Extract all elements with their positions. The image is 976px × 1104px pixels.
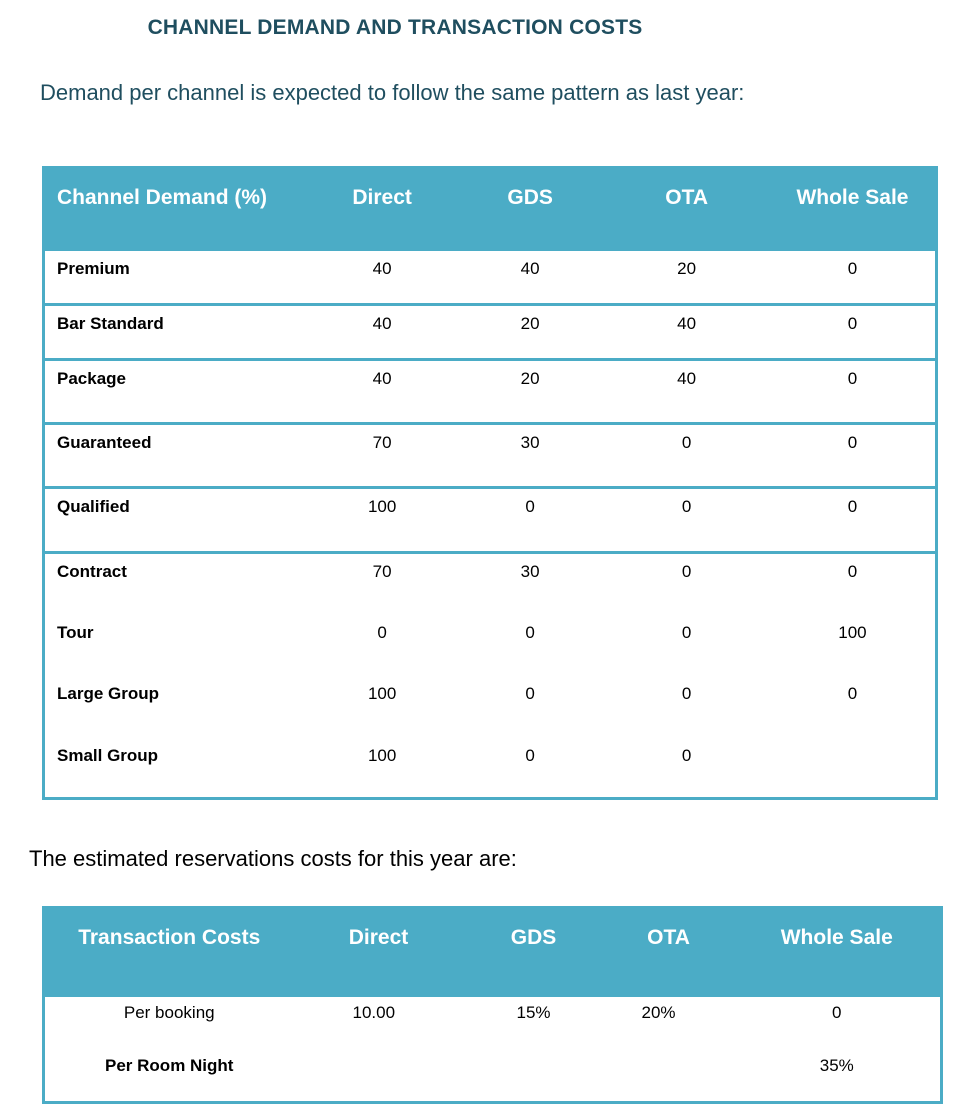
cell-direct: 70 bbox=[307, 422, 457, 488]
cell-ota: 0 bbox=[681, 745, 692, 765]
cell-whole-sale: 0 bbox=[847, 683, 858, 703]
table-row: Guaranteed 70 30 0 0 bbox=[43, 422, 937, 488]
cell-gds bbox=[464, 1050, 604, 1103]
transaction-costs-table: Transaction Costs Direct GDS OTA Whole S… bbox=[42, 906, 943, 1104]
cell-gds: 0 bbox=[456, 486, 604, 553]
table-row: Bar Standard 40 20 40 0 bbox=[43, 303, 937, 360]
row-label: Tour bbox=[57, 622, 94, 642]
cell-gds: 0 bbox=[525, 745, 535, 765]
page-title: CHANNEL DEMAND AND TRANSACTION COSTS bbox=[147, 16, 643, 39]
cell-ota: 20 bbox=[603, 248, 770, 305]
cell-direct: 70 bbox=[307, 551, 457, 615]
header-direct: Direct bbox=[293, 906, 464, 996]
cell-gds: 30 bbox=[456, 551, 604, 615]
header-gds: GDS bbox=[463, 906, 604, 996]
table-row: Per Room Night 35% bbox=[44, 1050, 942, 1103]
demand-intro-text: Demand per channel is expected to follow… bbox=[40, 80, 745, 105]
cell-ota: 0 bbox=[603, 422, 770, 488]
channel-demand-table: Channel Demand (%) Direct GDS OTA Whole … bbox=[42, 166, 938, 800]
cell-direct: 10.00 bbox=[293, 994, 464, 1050]
row-label: Per Room Night bbox=[105, 1056, 234, 1075]
cell-ota: 40 bbox=[603, 303, 770, 360]
cell-ota: 0 bbox=[681, 683, 692, 703]
cell-whole-sale: 0 bbox=[769, 358, 937, 424]
cell-direct: 100 bbox=[307, 486, 457, 553]
row-label: Per booking bbox=[43, 994, 294, 1050]
cell-gds: 30 bbox=[456, 422, 604, 488]
cell-whole-sale: 0 bbox=[769, 551, 937, 615]
cell-direct: 40 bbox=[307, 303, 457, 360]
header-whole-sale: Whole Sale bbox=[769, 166, 937, 250]
cell-whole-sale: 0 bbox=[769, 303, 937, 360]
cell-ota: 0 bbox=[681, 622, 692, 642]
cell-whole-sale bbox=[770, 738, 937, 799]
cell-direct: 0 bbox=[377, 622, 387, 642]
cell-ota: 40 bbox=[603, 358, 770, 424]
row-label: Guaranteed bbox=[43, 422, 308, 488]
header-gds: GDS bbox=[456, 166, 604, 250]
cell-gds: 0 bbox=[525, 683, 535, 703]
table-row: Package 40 20 40 0 bbox=[43, 358, 937, 424]
cell-whole-sale: 0 bbox=[769, 248, 937, 305]
cell-gds: 15% bbox=[463, 994, 604, 1050]
cell-whole-sale: 0 bbox=[733, 994, 942, 1050]
cell-ota bbox=[604, 1050, 734, 1103]
row-label: Contract bbox=[43, 551, 308, 615]
cell-ota: 0 bbox=[603, 486, 770, 553]
cell-whole-sale: 100 bbox=[838, 622, 867, 642]
cell-direct: 100 bbox=[367, 683, 397, 703]
table-header-row: Transaction Costs Direct GDS OTA Whole S… bbox=[43, 906, 942, 996]
row-label: Bar Standard bbox=[43, 303, 308, 360]
table-row: Per booking 10.00 15% 20% 0 bbox=[43, 994, 942, 1050]
table-row: Large Group 100 0 0 0 bbox=[44, 676, 937, 738]
header-channel-demand: Channel Demand (%) bbox=[43, 166, 308, 250]
cell-direct: 100 bbox=[367, 745, 397, 765]
row-label: Premium bbox=[43, 248, 308, 305]
cell-ota: 20% bbox=[603, 994, 734, 1050]
header-whole-sale: Whole Sale bbox=[733, 906, 942, 996]
table-row: Premium 40 40 20 0 bbox=[43, 248, 937, 305]
costs-intro-text: The estimated reservations costs for thi… bbox=[29, 846, 517, 871]
table-row: Tour 0 0 0 100 bbox=[44, 615, 937, 676]
cell-whole-sale: 0 bbox=[769, 422, 937, 488]
row-label: Qualified bbox=[43, 486, 308, 553]
header-ota: OTA bbox=[603, 906, 734, 996]
cell-ota: 0 bbox=[603, 551, 770, 615]
cell-gds: 40 bbox=[456, 248, 604, 305]
header-transaction-costs: Transaction Costs bbox=[43, 906, 294, 996]
header-direct: Direct bbox=[307, 166, 457, 250]
cell-gds: 20 bbox=[456, 303, 604, 360]
table-row: Qualified 100 0 0 0 bbox=[43, 486, 937, 553]
cell-gds: 0 bbox=[525, 622, 535, 642]
cell-gds: 20 bbox=[456, 358, 604, 424]
cell-direct: 40 bbox=[307, 248, 457, 305]
table-row: Contract 70 30 0 0 bbox=[43, 551, 937, 615]
header-ota: OTA bbox=[603, 166, 770, 250]
cell-direct bbox=[294, 1050, 464, 1103]
row-label: Small Group bbox=[57, 745, 159, 765]
table-header-row: Channel Demand (%) Direct GDS OTA Whole … bbox=[43, 166, 937, 250]
cell-direct: 40 bbox=[307, 358, 457, 424]
cell-whole-sale: 0 bbox=[769, 486, 937, 553]
row-label: Package bbox=[43, 358, 308, 424]
table-row: Small Group 100 0 0 bbox=[44, 738, 937, 799]
row-label: Large Group bbox=[57, 683, 160, 703]
cell-whole-sale: 35% bbox=[819, 1056, 854, 1075]
